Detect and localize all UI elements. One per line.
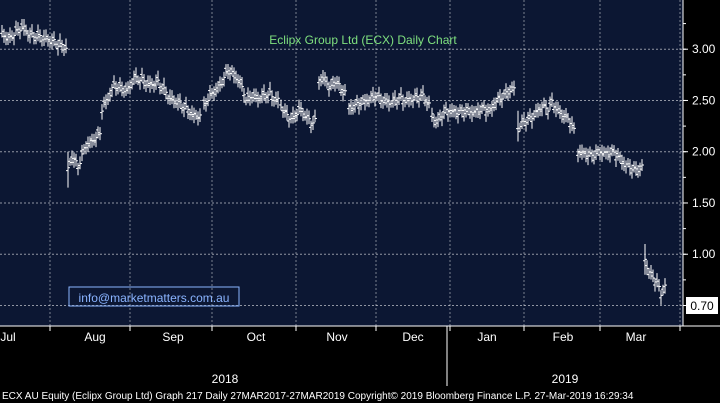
ohlc-bar bbox=[222, 71, 226, 87]
y-tick-label: 3.00 bbox=[692, 42, 716, 56]
ohlc-bar bbox=[337, 76, 341, 91]
x-tick-label: Mar bbox=[626, 330, 647, 344]
ohlc-bar bbox=[307, 110, 311, 125]
ohlc-bar bbox=[313, 109, 317, 123]
ohlc-bar bbox=[100, 104, 104, 120]
y-tick-label: 1.50 bbox=[692, 196, 716, 210]
y-tick-label: 1.00 bbox=[692, 247, 716, 261]
x-tick-label: Jan bbox=[477, 330, 496, 344]
last-price-label: 0.70 bbox=[690, 299, 714, 313]
ohlc-bar bbox=[663, 278, 667, 294]
ohlc-bar bbox=[64, 38, 68, 54]
ohlc-bar bbox=[206, 93, 210, 107]
ohlc-bar bbox=[38, 29, 42, 43]
ohlc-bar bbox=[500, 93, 504, 109]
ohlc-bar bbox=[311, 115, 315, 130]
ohlc-bar bbox=[52, 31, 56, 47]
footer-bar bbox=[0, 386, 720, 403]
x-tick-label: Dec bbox=[402, 330, 423, 344]
ohlc-bar bbox=[456, 107, 460, 124]
ohlc-bar bbox=[18, 26, 22, 40]
x-year-label: 2019 bbox=[552, 372, 579, 386]
ohlc-bar bbox=[427, 95, 431, 109]
plot-area bbox=[0, 0, 683, 326]
price-bars bbox=[0, 19, 667, 305]
ohlc-bar bbox=[343, 84, 347, 96]
last-price-box bbox=[686, 297, 718, 314]
ohlc-bar bbox=[657, 279, 661, 292]
ohlc-bar bbox=[98, 127, 102, 141]
ohlc-bar bbox=[285, 105, 289, 121]
x-tick-label: Nov bbox=[326, 330, 347, 344]
x-year-label: 2018 bbox=[212, 372, 239, 386]
ohlc-bar bbox=[156, 70, 160, 86]
x-tick-label: Oct bbox=[247, 330, 266, 344]
ohlc-bar bbox=[242, 88, 246, 103]
ohlc-bar bbox=[421, 85, 425, 102]
x-axis: Jul Aug Sep Oct Nov Dec Jan Feb Mar 2018 2019 bbox=[0, 325, 720, 386]
watermark-text: info@marketmatters.com.au bbox=[79, 291, 230, 305]
ohlc-bar bbox=[640, 159, 644, 172]
ohlc-bar bbox=[572, 122, 576, 134]
ohlc-bar bbox=[78, 156, 82, 170]
ohlc-bar bbox=[430, 107, 434, 123]
footer-text: ECX AU Equity (Eclipx Group Ltd) Graph 2… bbox=[2, 391, 634, 402]
ohlc-bar bbox=[512, 80, 516, 96]
ohlc-bar bbox=[240, 76, 244, 92]
ohlc-bar bbox=[651, 269, 655, 283]
last-price-marker: 0.70 bbox=[686, 297, 718, 314]
ohlc-bar bbox=[546, 107, 550, 120]
ohlc-bar bbox=[12, 32, 16, 46]
watermark-border bbox=[68, 286, 240, 307]
ohlc-bar bbox=[164, 86, 168, 100]
grid-lines bbox=[0, 0, 683, 326]
watermark-box: info@marketmatters.com.au bbox=[68, 286, 240, 307]
y-tick-label: 2.50 bbox=[692, 93, 716, 107]
ohlc-bar bbox=[276, 91, 280, 109]
ohlc-bar bbox=[550, 92, 554, 107]
ohlc-bar bbox=[178, 93, 182, 109]
x-tick-label: Jul bbox=[0, 330, 15, 344]
x-tick-label: Feb bbox=[553, 330, 574, 344]
y-tick-label: 2.00 bbox=[692, 145, 716, 159]
ohlc-bar bbox=[198, 108, 202, 122]
ohlc-bar bbox=[295, 108, 299, 122]
x-tick-label: Sep bbox=[162, 330, 184, 344]
chart-title: Eclipx Group Ltd (ECX) Daily Chart bbox=[269, 33, 457, 47]
ohlc-bar bbox=[74, 153, 78, 167]
x-tick-label: Aug bbox=[84, 330, 105, 344]
